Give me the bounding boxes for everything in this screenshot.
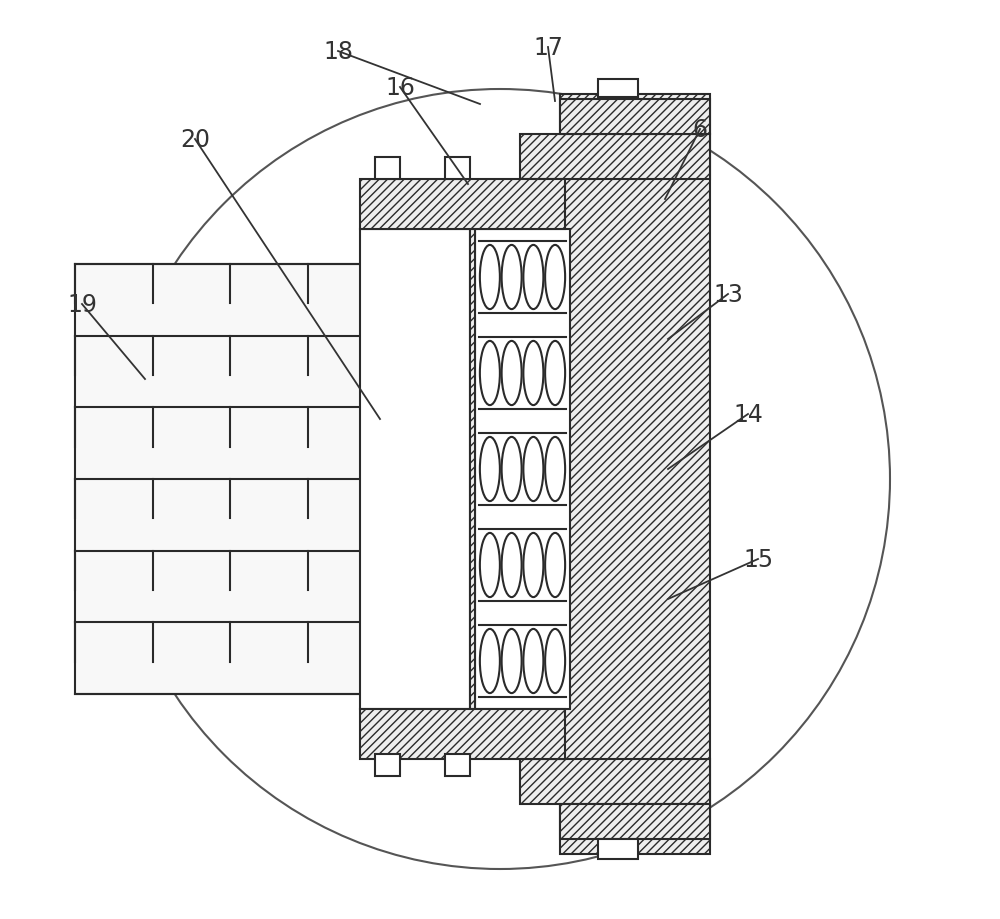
Bar — [520, 759, 710, 804]
Text: 14: 14 — [733, 403, 763, 426]
Ellipse shape — [480, 437, 500, 502]
Ellipse shape — [523, 630, 543, 693]
Bar — [75, 265, 385, 694]
Bar — [445, 158, 470, 180]
Bar — [520, 135, 710, 180]
Ellipse shape — [502, 630, 522, 693]
Ellipse shape — [480, 533, 500, 597]
Text: 13: 13 — [713, 283, 743, 307]
Bar — [360, 180, 565, 230]
Text: 18: 18 — [323, 40, 353, 64]
Bar — [560, 100, 710, 135]
Bar — [598, 839, 638, 859]
Ellipse shape — [480, 245, 500, 310]
Bar — [375, 754, 400, 777]
Bar — [560, 804, 710, 839]
Text: 16: 16 — [385, 76, 415, 100]
Ellipse shape — [502, 437, 522, 502]
Ellipse shape — [545, 245, 565, 310]
Text: 6: 6 — [692, 118, 708, 142]
Text: 17: 17 — [533, 36, 563, 60]
Ellipse shape — [523, 245, 543, 310]
Bar — [360, 230, 470, 709]
Bar — [360, 709, 565, 759]
Ellipse shape — [545, 437, 565, 502]
Ellipse shape — [502, 342, 522, 405]
Ellipse shape — [523, 533, 543, 597]
Bar — [470, 230, 475, 709]
Ellipse shape — [502, 533, 522, 597]
Bar — [475, 230, 570, 709]
Ellipse shape — [502, 245, 522, 310]
Ellipse shape — [545, 533, 565, 597]
Ellipse shape — [480, 630, 500, 693]
Ellipse shape — [480, 342, 500, 405]
Bar — [375, 158, 400, 180]
Ellipse shape — [523, 342, 543, 405]
Bar — [445, 754, 470, 777]
Bar — [598, 80, 638, 98]
Text: 15: 15 — [743, 548, 773, 572]
Ellipse shape — [523, 437, 543, 502]
Text: 20: 20 — [180, 128, 210, 152]
Ellipse shape — [545, 630, 565, 693]
Bar — [560, 95, 710, 854]
Text: 19: 19 — [67, 292, 97, 317]
Ellipse shape — [545, 342, 565, 405]
